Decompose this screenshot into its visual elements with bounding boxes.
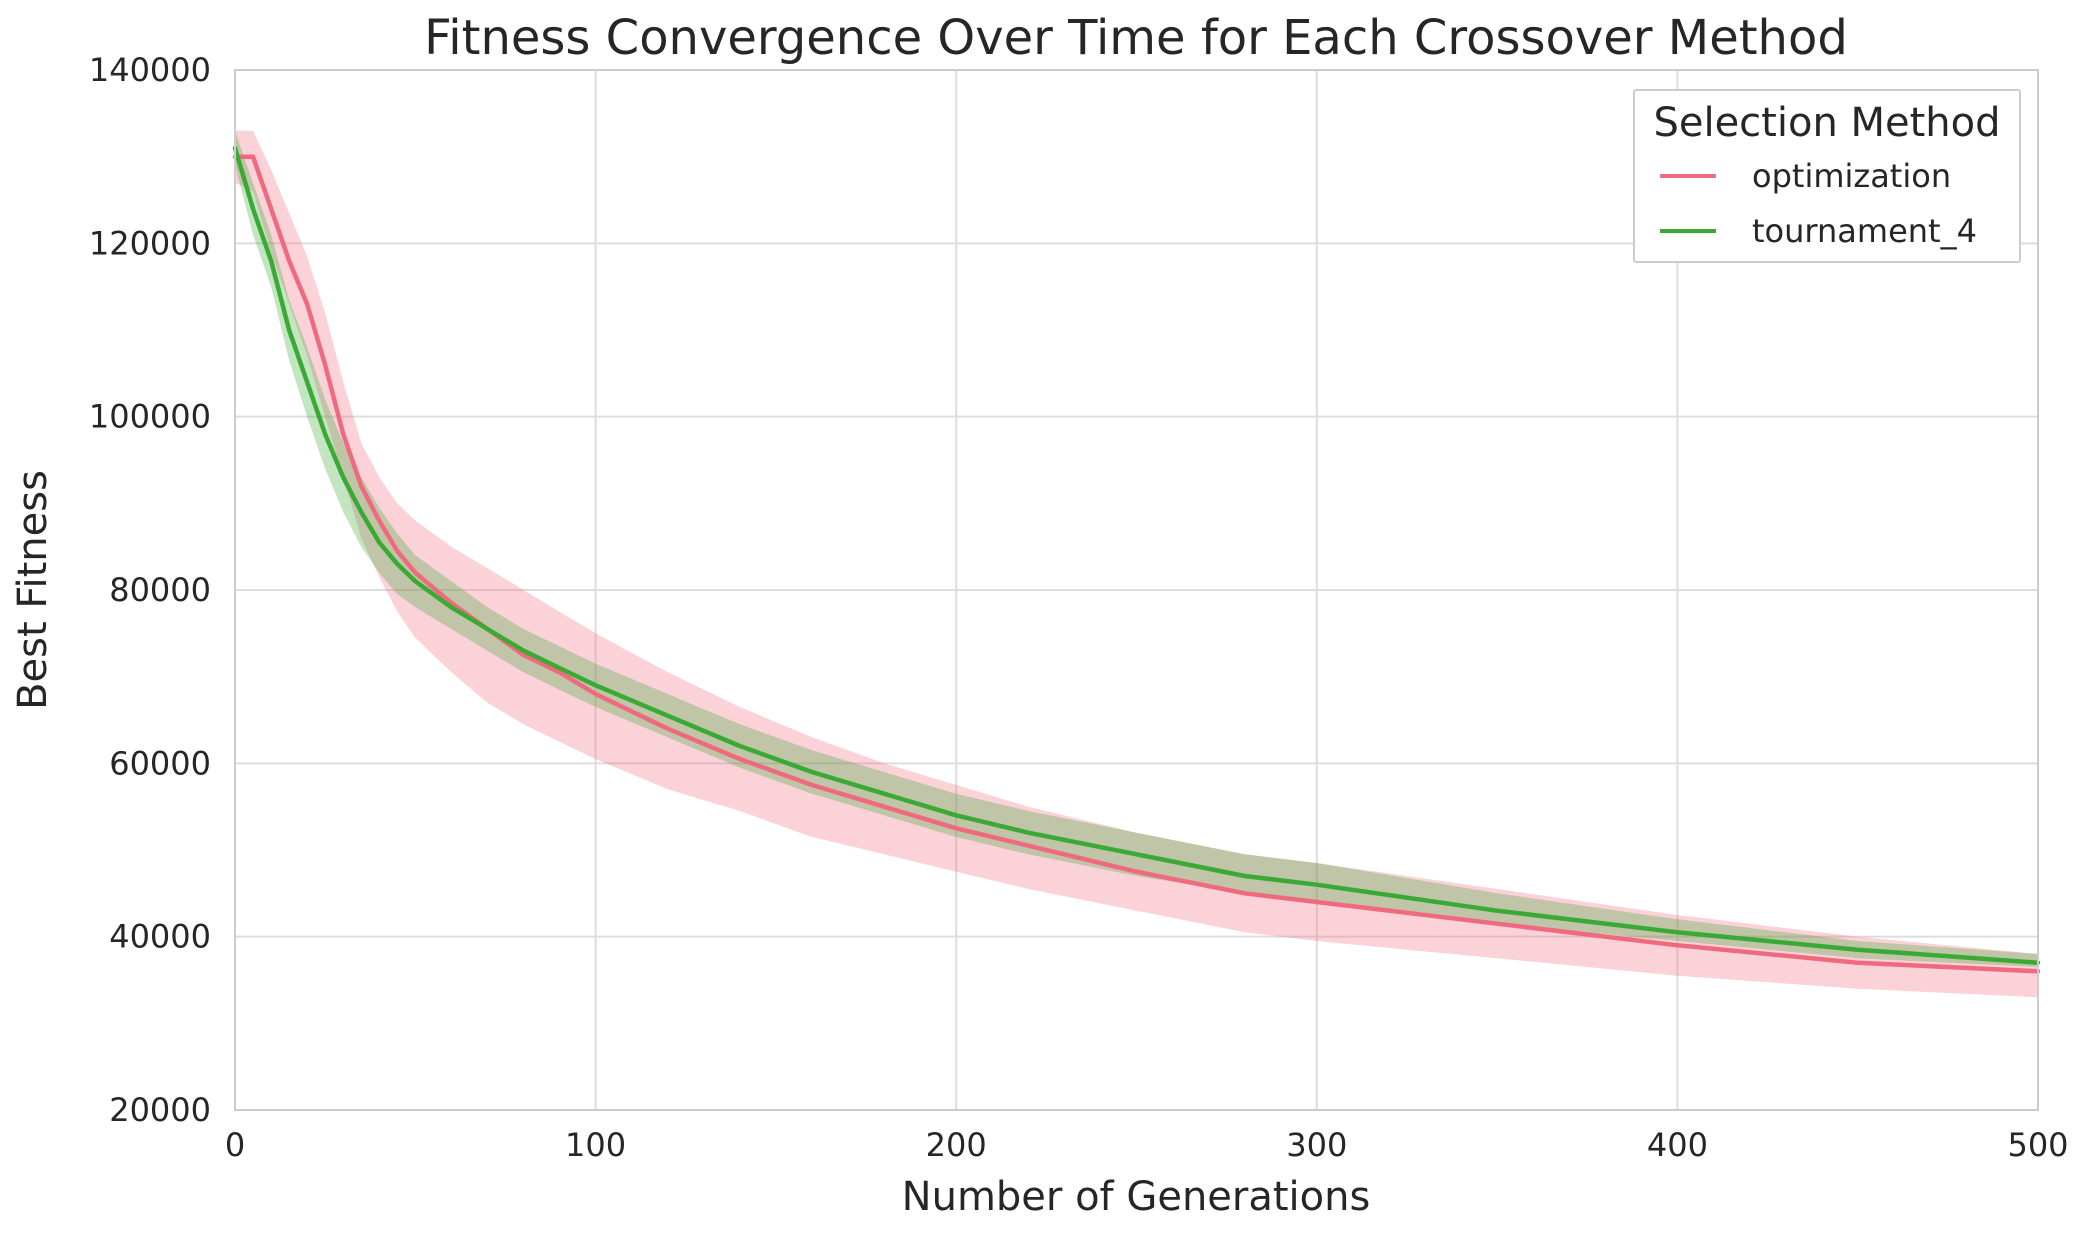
line-optimization	[232, 154, 2041, 974]
legend-box	[1633, 89, 2021, 263]
y-tick-label: 140000	[89, 51, 211, 89]
chart-title: Fitness Convergence Over Time for Each C…	[424, 10, 1848, 66]
line-tournament-4	[232, 145, 2041, 965]
x-tick-label: 500	[2007, 1126, 2068, 1164]
x-tick-label: 400	[1647, 1126, 1708, 1164]
y-tick-label: 40000	[109, 918, 211, 956]
x-tick-labels: 0 100 200 300 400 500	[225, 1126, 2069, 1164]
legend: Selection Method optimization tournament…	[1633, 89, 2021, 263]
legend-label-tournament-4: tournament_4	[1752, 212, 1977, 250]
legend-title: Selection Method	[1653, 100, 2000, 146]
plot-frame	[234, 69, 2039, 1111]
band-optimization	[235, 130, 2038, 998]
x-tick-label: 100	[565, 1126, 626, 1164]
confidence-bands	[235, 130, 2038, 998]
x-axis-label: Number of Generations	[902, 1174, 1371, 1220]
series-lines	[232, 145, 2041, 974]
y-tick-label: 120000	[89, 224, 211, 262]
y-axis-label: Best Fitness	[10, 470, 56, 710]
x-tick-label: 200	[926, 1126, 987, 1164]
x-tick-label: 0	[225, 1126, 245, 1164]
y-tick-label: 20000	[109, 1091, 211, 1129]
y-tick-label: 80000	[109, 571, 211, 609]
y-tick-labels: 20000 40000 60000 80000 100000 120000 140000	[89, 51, 211, 1129]
y-tick-label: 60000	[109, 744, 211, 782]
y-tick-label: 100000	[89, 398, 211, 436]
legend-label-optimization: optimization	[1752, 157, 1951, 195]
x-tick-label: 300	[1286, 1126, 1347, 1164]
